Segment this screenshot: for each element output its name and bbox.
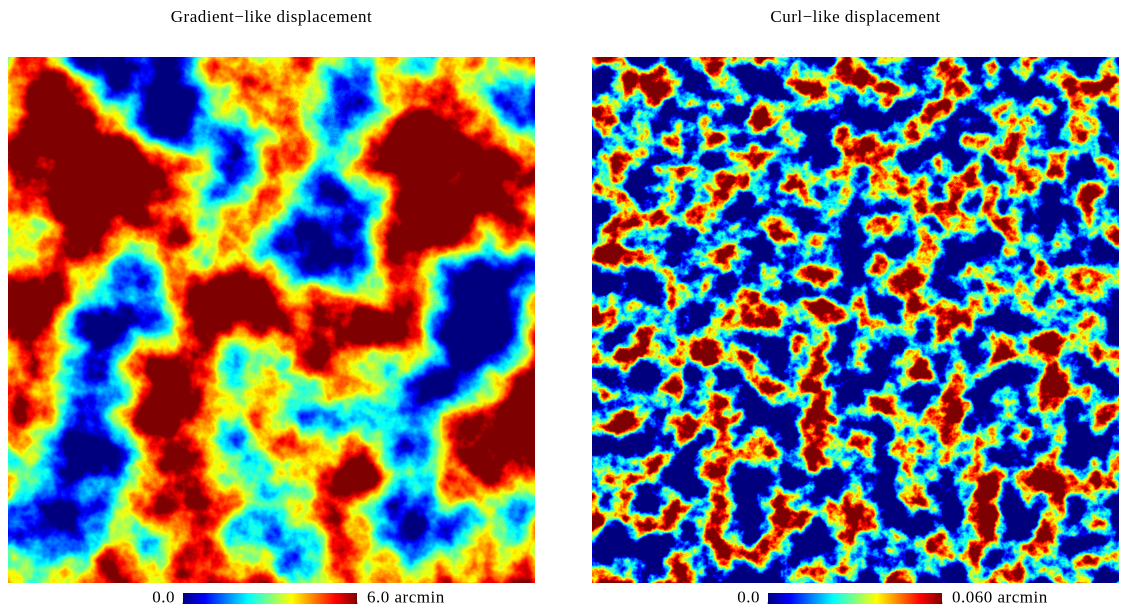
heatmap-image (8, 57, 535, 583)
colorbar-label: 0.0 (737, 587, 760, 606)
panel-title: Gradient−like displacement (171, 7, 373, 26)
figure: Gradient−like displacement 0.0 6.0 arcmin C… (0, 0, 1121, 608)
colorbar-label: 6.0 arcmin (367, 587, 445, 606)
panel-title: Curl−like displacement (770, 7, 940, 26)
colorbar-label: 0.0 (152, 587, 175, 606)
colorbar (768, 593, 942, 604)
colorbar (183, 593, 357, 604)
heatmap-image (592, 57, 1119, 583)
colorbar-label: 0.060 arcmin (952, 587, 1048, 606)
